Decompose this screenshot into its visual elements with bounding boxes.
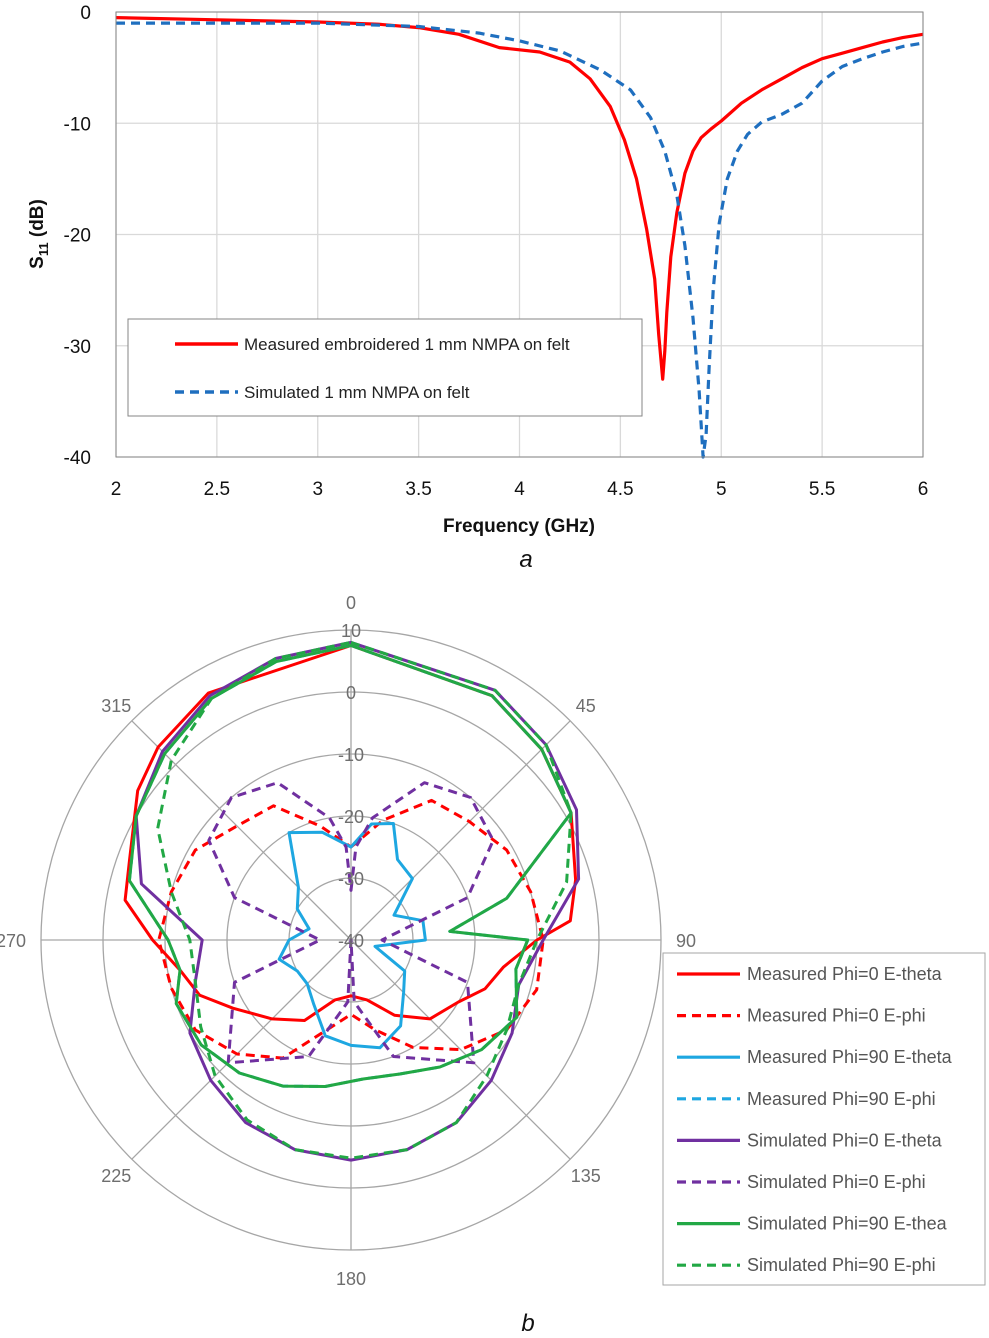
polar-radial-tick-label: 10 xyxy=(341,621,361,641)
panel-label-a: a xyxy=(519,546,532,573)
polar-series-simulated-phi-90-e-thea xyxy=(127,644,573,1088)
y-axis-title-unit: (dB) xyxy=(27,199,48,242)
x-tick-label: 3.5 xyxy=(405,479,431,500)
polar-angle-tick-label: 270 xyxy=(0,931,26,951)
legend-label-measured: Measured embroidered 1 mm NMPA on felt xyxy=(244,335,570,354)
x-tick-label: 4 xyxy=(514,479,525,500)
polar-legend-label: Measured Phi=90 E-theta xyxy=(747,1047,953,1067)
y-tick-label: -20 xyxy=(64,226,91,247)
y-tick-label: -30 xyxy=(64,337,91,358)
x-tick-label: 2.5 xyxy=(204,479,230,500)
polar-radial-tick-label: -30 xyxy=(338,869,364,889)
s11-legend: Measured embroidered 1 mm NMPA on felt S… xyxy=(127,318,643,417)
polar-angle-tick-label: 225 xyxy=(101,1166,131,1186)
x-tick-label: 5 xyxy=(716,479,727,500)
polar-legend-box xyxy=(662,952,986,1286)
polar-legend-label: Simulated Phi=0 E-theta xyxy=(747,1130,943,1150)
polar-angle-labels: 0 45 90 135 180 225 270 315 xyxy=(0,593,696,1289)
polar-spoke xyxy=(350,939,571,1160)
polar-legend: Measured Phi=0 E-theta Measured Phi=0 E-p… xyxy=(662,952,986,1286)
polar-radial-labels: -40 -30 -20 -10 0 10 xyxy=(338,621,364,951)
polar-angle-tick-label: 90 xyxy=(676,931,696,951)
s11-plot-frame xyxy=(115,11,924,458)
polar-legend-label: Measured Phi=0 E-phi xyxy=(747,1006,926,1026)
x-tick-label: 5.5 xyxy=(809,479,835,500)
polar-radial-tick-label: -10 xyxy=(338,745,364,765)
y-axis-title-subscript: 11 xyxy=(36,242,51,256)
polar-legend-label: Simulated Phi=90 E-thea xyxy=(747,1214,948,1234)
polar-spoke xyxy=(131,939,352,1160)
polar-spoke xyxy=(350,720,571,941)
polar-legend-label: Simulated Phi=0 E-phi xyxy=(747,1172,926,1192)
polar-radial-tick-label: -40 xyxy=(338,931,364,951)
panel-label-b: b xyxy=(521,1310,534,1337)
polar-angle-tick-label: 45 xyxy=(576,696,596,716)
polar-series-simulated-phi-0-e-phi xyxy=(207,781,495,1065)
y-tick-label: 0 xyxy=(80,3,91,24)
polar-angle-tick-label: 180 xyxy=(336,1269,366,1289)
radiation-pattern-chart: -40 -30 -20 -10 0 10 0 45 90 135 180 225 270 315 Mea… xyxy=(0,593,986,1337)
polar-series xyxy=(123,640,581,1162)
x-tick-label: 2 xyxy=(111,479,122,500)
polar-legend-label: Measured Phi=90 E-phi xyxy=(747,1089,936,1109)
series-line-measured-embroidered-1-mm-nmpa-on-felt xyxy=(115,16,924,381)
polar-radial-tick-label: -20 xyxy=(338,807,364,827)
series-line-simulated-1-mm-nmpa-on-felt xyxy=(116,21,924,459)
polar-radial-tick-label: 0 xyxy=(346,683,356,703)
s11-chart: 2 2.5 3 3.5 4 4.5 5 5.5 6 0 -10 -20 -30 -40 Measured … xyxy=(27,3,928,573)
legend-label-simulated: Simulated 1 mm NMPA on felt xyxy=(244,383,470,402)
polar-legend-label: Simulated Phi=90 E-phi xyxy=(747,1255,936,1275)
polar-angle-tick-label: 135 xyxy=(571,1166,601,1186)
polar-series-measured-phi-90-e-theta xyxy=(277,822,427,1050)
polar-series-measured-phi-0-e-phi xyxy=(157,798,545,1060)
y-tick-label: -10 xyxy=(64,114,91,135)
polar-series-measured-phi-0-e-theta xyxy=(123,644,578,1022)
x-tick-label: 6 xyxy=(918,479,929,500)
polar-legend-label: Measured Phi=0 E-theta xyxy=(747,964,943,984)
polar-spoke xyxy=(131,720,352,941)
y-axis-title: S11 (dB) xyxy=(27,199,51,269)
polar-angle-tick-label: 0 xyxy=(346,593,356,613)
y-axis-title-main: S xyxy=(27,256,48,269)
x-axis-title: Frequency (GHz) xyxy=(443,516,595,537)
s11-tick-labels: 2 2.5 3 3.5 4 4.5 5 5.5 6 0 -10 -20 -30 -40 xyxy=(64,3,929,500)
y-tick-label: -40 xyxy=(64,448,91,469)
s11-series xyxy=(115,16,924,459)
polar-angle-tick-label: 315 xyxy=(101,696,131,716)
x-tick-label: 4.5 xyxy=(607,479,633,500)
x-tick-label: 3 xyxy=(312,479,323,500)
s11-legend-box xyxy=(127,318,643,417)
